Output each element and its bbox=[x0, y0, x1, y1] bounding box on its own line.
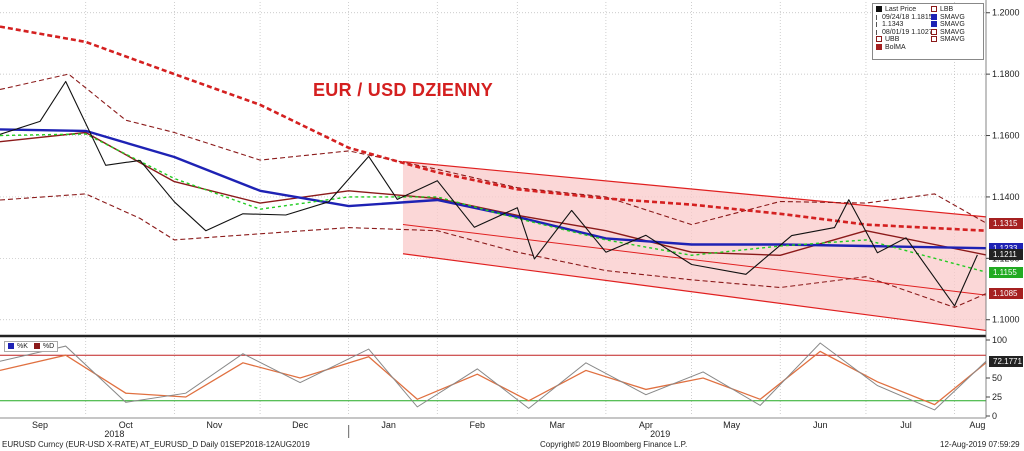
chart-legend: Last Price 09/24/18 1.1815 1.1343 08/01/19 … bbox=[872, 3, 984, 60]
trend-channel-mid-line bbox=[402, 224, 987, 296]
cross-icon bbox=[876, 22, 879, 28]
x-month-label: Aug bbox=[969, 420, 985, 430]
osc-last-label: 72.1771 bbox=[989, 356, 1023, 367]
sma-green-line bbox=[0, 133, 987, 273]
legend-entry: SMAVG bbox=[931, 13, 965, 22]
legend-entry-text: UBB bbox=[885, 36, 900, 44]
price-tick-label: 1.1600 bbox=[992, 131, 1020, 141]
price-value-label: 1.1155 bbox=[989, 266, 1023, 278]
blue-square-icon bbox=[931, 21, 937, 28]
chart-title: EUR / USD DZIENNY bbox=[313, 80, 494, 100]
bollinger-lower-line bbox=[0, 193, 987, 308]
legend-column-1: Last Price 09/24/18 1.1815 1.1343 08/01/19 … bbox=[876, 6, 933, 52]
legend-entry: 09/24/18 1.1815 bbox=[876, 14, 933, 22]
x-month-label: May bbox=[723, 420, 741, 430]
osc-k-line bbox=[0, 342, 987, 411]
x-axis-ticks: Sep Oct Nov Dec Jan Feb Mar Apr May Jun Jul Aug 2018… bbox=[32, 420, 985, 439]
low-icon bbox=[876, 29, 879, 35]
price-series bbox=[0, 25, 987, 308]
legend-column-2: LBB SMAVG SMAVG SMAVG SMAVG bbox=[931, 6, 965, 44]
legend-entry: SMAVG bbox=[931, 36, 965, 44]
legend-entry: LBB bbox=[931, 6, 965, 14]
legend-entry: 08/01/19 1.1027 bbox=[876, 29, 933, 37]
osc-tick-label: 25 bbox=[992, 392, 1002, 402]
x-month-label: Nov bbox=[206, 420, 223, 430]
price-value-label: 1.1085 bbox=[989, 288, 1023, 300]
oscillator-series bbox=[0, 342, 987, 411]
legend-entry: Last Price bbox=[876, 6, 933, 14]
osc-tick-label: 100 bbox=[992, 335, 1007, 345]
osc-d-label: %D bbox=[42, 343, 55, 350]
x-month-label: Jan bbox=[381, 420, 396, 430]
open-high-icon bbox=[876, 14, 879, 20]
black-square-icon bbox=[876, 6, 882, 12]
price-tick-label: 1.1000 bbox=[992, 315, 1020, 325]
legend-entry-text: SMAVG bbox=[940, 13, 965, 21]
blue-square-icon bbox=[931, 13, 937, 20]
legend-entry: BolMA bbox=[876, 43, 933, 52]
open-square-icon bbox=[931, 28, 937, 35]
x-month-label: Jul bbox=[900, 420, 912, 430]
legend-entry-text: 1.1343 bbox=[882, 21, 904, 29]
x-month-label: Mar bbox=[550, 420, 566, 430]
x-month-label: Dec bbox=[292, 420, 309, 430]
last-price-line bbox=[0, 80, 978, 307]
x-month-label: Oct bbox=[119, 420, 134, 430]
legend-entry-text: 08/01/19 1.1027 bbox=[882, 28, 933, 36]
open-square-icon bbox=[931, 6, 937, 12]
red-square-icon bbox=[876, 43, 882, 50]
trend-channel-upper-line bbox=[402, 161, 987, 218]
price-value-label: 1.1315 bbox=[989, 217, 1023, 229]
legend-entry: UBB bbox=[876, 36, 933, 44]
legend-entry-text: SMAVG bbox=[940, 21, 965, 29]
osc-d-swatch bbox=[33, 343, 40, 349]
osc-k-label: %K bbox=[17, 343, 28, 350]
osc-k-swatch bbox=[8, 343, 14, 349]
legend-entry-text: Last Price bbox=[885, 6, 917, 13]
price-tick-label: 1.1800 bbox=[992, 69, 1020, 79]
legend-entry-text: LBB bbox=[940, 6, 954, 13]
open-square-icon bbox=[876, 36, 882, 43]
osc-legend: %K %D bbox=[4, 341, 59, 352]
bollinger-upper-line bbox=[0, 73, 987, 226]
price-tick-label: 1.2000 bbox=[992, 8, 1020, 18]
bollinger-ma-line bbox=[0, 131, 987, 257]
footer-center: Copyright© 2019 Bloomberg Finance L.P. bbox=[540, 440, 688, 449]
osc-d-line bbox=[0, 350, 987, 406]
x-year-label: 2019 bbox=[650, 429, 670, 439]
x-month-label: Apr bbox=[639, 420, 653, 430]
osc-axis-ticks: 100 50 25 0 bbox=[986, 335, 1007, 421]
legend-entry: SMAVG bbox=[931, 28, 965, 37]
footer-left: EURUSD Curncy (EUR-USD X-RATE) AT_EURUSD… bbox=[2, 440, 310, 449]
price-value-label: 1.1233 bbox=[989, 242, 1023, 254]
x-month-label: Jun bbox=[813, 420, 828, 430]
osc-tick-label: 0 bbox=[992, 411, 997, 421]
footer-right: 12-Aug-2019 07:59:29 bbox=[940, 440, 1020, 449]
legend-entry-text: SMAVG bbox=[940, 28, 965, 36]
legend-entry-text: BolMA bbox=[885, 43, 906, 51]
osc-tick-label: 50 bbox=[992, 373, 1002, 383]
legend-entry-text: SMAVG bbox=[940, 36, 965, 44]
x-month-label: Feb bbox=[470, 420, 486, 430]
open-square-icon bbox=[931, 36, 937, 43]
trend-channel-fill bbox=[402, 161, 987, 331]
legend-entry-text: 09/24/18 1.1815 bbox=[882, 13, 933, 21]
x-month-label: Sep bbox=[32, 420, 48, 430]
trend-channel-lower-line bbox=[402, 253, 987, 332]
legend-entry: SMAVG bbox=[931, 21, 965, 29]
x-year-label: 2018 bbox=[104, 429, 124, 439]
price-tick-label: 1.1400 bbox=[992, 192, 1020, 202]
legend-entry: 1.1343 bbox=[876, 21, 933, 29]
price-value-label: 1.1211 bbox=[989, 249, 1023, 261]
